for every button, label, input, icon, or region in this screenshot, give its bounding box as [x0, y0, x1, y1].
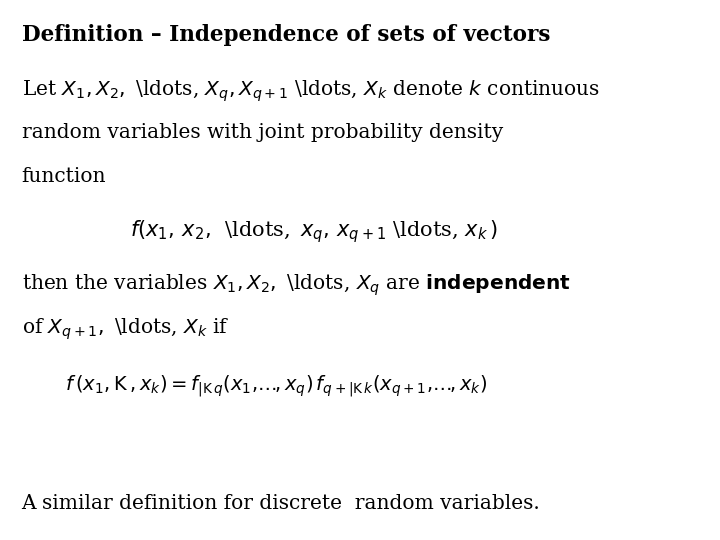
Text: Let $X_1, X_2,$ \ldots, $X_q, X_{q+1}$ \ldots, $X_k$ denote $k$ continuous: Let $X_1, X_2,$ \ldots, $X_q, X_{q+1}$ \… — [22, 78, 600, 104]
Text: of $X_{q+1},$ \ldots, $X_k$ if: of $X_{q+1},$ \ldots, $X_k$ if — [22, 316, 229, 342]
Text: $f\,(x_1, \mathrm{K}\,,x_k) = f_{\mathrm{|K}\,q}(x_1,\!\ldots\!,x_q)\,f_{q+\math: $f\,(x_1, \mathrm{K}\,,x_k) = f_{\mathrm… — [65, 373, 487, 399]
Text: A similar definition for discrete  random variables.: A similar definition for discrete random… — [22, 494, 540, 513]
Text: random variables with joint probability density: random variables with joint probability … — [22, 123, 503, 141]
Text: function: function — [22, 167, 106, 186]
Text: then the variables $X_1, X_2,$ \ldots, $X_q$ are $\mathbf{independent}$: then the variables $X_1, X_2,$ \ldots, $… — [22, 272, 570, 298]
Text: Definition – Independence of sets of vectors: Definition – Independence of sets of vec… — [22, 24, 550, 46]
Text: $f(x_1,\, x_2,\,$ \ldots, $\,x_q,\, x_{q+1}$ \ldots, $x_k\,)$: $f(x_1,\, x_2,\,$ \ldots, $\,x_q,\, x_{q… — [130, 218, 498, 245]
